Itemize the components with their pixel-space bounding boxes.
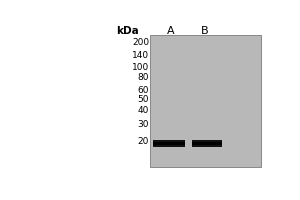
Text: 40: 40	[138, 106, 149, 115]
Text: kDa: kDa	[116, 26, 139, 36]
Bar	[153, 140, 185, 147]
Text: 100: 100	[132, 63, 149, 72]
Text: 80: 80	[138, 73, 149, 82]
Text: B: B	[201, 26, 209, 36]
Text: 50: 50	[138, 95, 149, 104]
Bar	[153, 142, 185, 145]
Bar	[192, 142, 222, 145]
Text: 20: 20	[138, 137, 149, 146]
Bar	[192, 140, 222, 147]
Text: 140: 140	[132, 51, 149, 60]
Text: 30: 30	[138, 120, 149, 129]
Text: 60: 60	[138, 86, 149, 95]
Text: 200: 200	[132, 38, 149, 47]
Bar	[150, 35, 261, 167]
Text: A: A	[167, 26, 175, 36]
